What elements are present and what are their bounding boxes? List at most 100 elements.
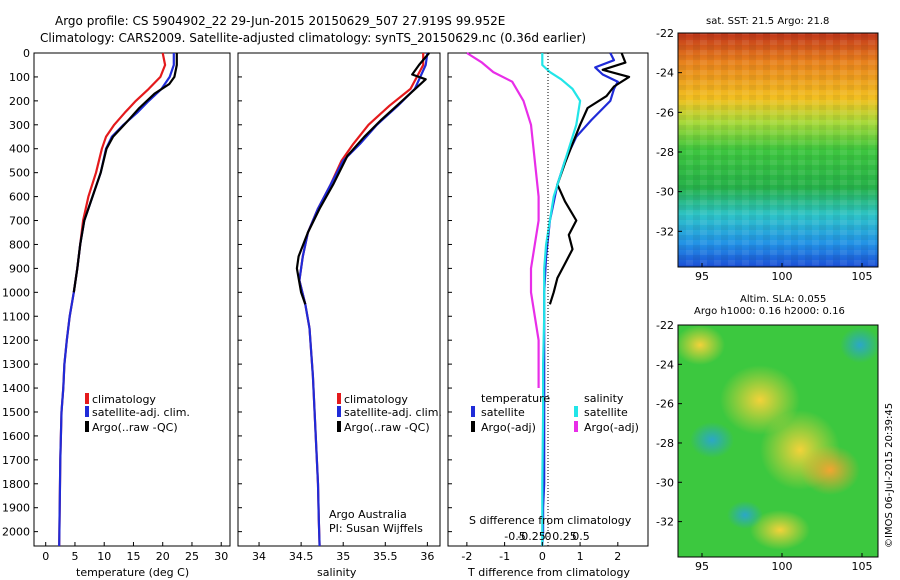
temperature-x-axis: 0 5 10 15 20 25 30 — [42, 542, 228, 563]
salinity-xlabel: salinity — [317, 566, 357, 579]
copyright-stamp: ©IMOS 06-Jul-2015 20:39:45 — [884, 403, 895, 548]
x-tick-label: 20 — [156, 550, 170, 563]
header-line-1: Argo profile: CS 5904902_22 29-Jun-2015 … — [55, 14, 505, 28]
map-y-tick-label: -22 — [656, 319, 674, 332]
difference-x-axis: -2 -1 0 1 2 — [461, 542, 621, 563]
depth-tick-label: 1900 — [2, 502, 30, 515]
temperature-panel-frame — [33, 52, 231, 547]
depth-axis: 0 100 200 300 400 500 600 700 800 900 1000 1100 1200… — [2, 47, 452, 539]
sst-heatmap — [677, 32, 879, 268]
map-x-tick-label: 100 — [772, 270, 793, 283]
x-tick-label: 15 — [126, 550, 140, 563]
depth-tick-label: 800 — [9, 238, 30, 251]
salinity-plot — [295, 52, 430, 547]
legend-label-argo: Argo(..raw -QC) — [92, 421, 178, 434]
series-line-argo-raw-qc- — [72, 53, 178, 293]
temperature-legend: climatology satellite-adj. clim. Argo(..… — [85, 393, 190, 434]
map-y-tick-label: -32 — [656, 225, 674, 238]
map-y-tick-label: -32 — [656, 516, 674, 529]
temperature-plot — [58, 52, 178, 547]
depth-tick-label: 400 — [9, 143, 30, 156]
sst-map-axes: 95 100 105 -22 -24 -26 -28 -30 -32 — [656, 27, 872, 283]
legend-swatch-climatology — [85, 393, 89, 404]
x-tick-label: 35.5 — [373, 550, 398, 563]
sla-map-frame — [677, 324, 879, 558]
legend-swatch-satellite — [337, 406, 341, 417]
difference-xlabel: T difference from climatology — [467, 566, 630, 579]
map-y-tick-label: -26 — [656, 106, 674, 119]
legend-label-t-satellite: satellite — [481, 406, 525, 419]
depth-tick-label: 1100 — [2, 310, 30, 323]
sla-anomaly-low-2 — [840, 327, 880, 363]
depth-tick-label: 700 — [9, 215, 30, 228]
legend-swatch-t-satellite — [471, 406, 475, 417]
sla-map-axes: 95 100 105 -22 -24 -26 -28 -30 -32 — [656, 319, 872, 573]
series-line-argo-raw-qc- — [295, 52, 430, 305]
map-y-tick-label: -24 — [656, 358, 674, 371]
depth-tick-label: 2000 — [2, 526, 30, 539]
depth-tick-label: 100 — [9, 71, 30, 84]
salinity-annotation-line-2: PI: Susan Wijffels — [329, 522, 423, 535]
legend-swatch-s-argo — [574, 421, 578, 432]
legend-label-s-argo: Argo(-adj) — [584, 421, 639, 434]
depth-tick-label: 1300 — [2, 358, 30, 371]
legend-swatch-t-argo — [471, 421, 475, 432]
sla-anomaly-low-1 — [690, 422, 734, 458]
s-diff-tick-label: 0.5 — [572, 530, 590, 543]
salinity-difference-ticks: -0.5-0.250 0.250.5 — [504, 530, 589, 543]
x-tick-label: 1 — [577, 550, 584, 563]
map-y-tick-label: -30 — [656, 186, 674, 199]
legend-label-t-argo: Argo(-adj) — [481, 421, 536, 434]
legend-swatch-satellite — [85, 406, 89, 417]
legend-label-s-satellite: satellite — [584, 406, 628, 419]
sla-anomaly-high-5 — [750, 510, 810, 550]
x-tick-label: 36 — [420, 550, 434, 563]
legend-header-temperature: temperature — [481, 392, 550, 405]
x-tick-label: 10 — [97, 550, 111, 563]
s-diff-tick-label: 0.25 — [552, 530, 577, 543]
depth-tick-label: 200 — [9, 95, 30, 108]
depth-tick-label: 0 — [23, 47, 30, 60]
map-y-tick-label: -28 — [656, 437, 674, 450]
depth-tick-label: 300 — [9, 119, 30, 132]
legend-label-satellite: satellite-adj. clim. — [344, 406, 442, 419]
legend-swatch-argo — [85, 421, 89, 432]
map-x-tick-label: 105 — [852, 560, 873, 573]
legend-label-climatology: climatology — [92, 393, 156, 406]
map-y-tick-label: -30 — [656, 476, 674, 489]
map-y-tick-label: -28 — [656, 146, 674, 159]
sst-map-title: sat. SST: 21.5 Argo: 21.8 — [706, 16, 829, 27]
legend-swatch-s-satellite — [574, 406, 578, 417]
x-tick-label: 34.5 — [289, 550, 314, 563]
s-diff-tick-label: -0.25 — [517, 530, 545, 543]
sla-anomaly-low-3 — [727, 501, 763, 529]
map-x-tick-label: 105 — [852, 270, 873, 283]
s-diff-tick-label: -0.5 — [504, 530, 525, 543]
sla-map-title: Altim. SLA: 0.055 — [740, 294, 826, 305]
difference-legend: temperature salinity satellite Argo(-adj… — [471, 392, 639, 434]
legend-swatch-argo — [337, 421, 341, 432]
legend-label-argo: Argo(..raw -QC) — [344, 421, 430, 434]
series-line-salinity-argo-adj- — [466, 52, 540, 388]
x-tick-label: 0 — [42, 550, 49, 563]
depth-tick-label: 1500 — [2, 406, 30, 419]
sla-map-subtitle: Argo h1000: 0.16 h2000: 0.16 — [694, 306, 845, 317]
difference-plot — [466, 52, 631, 547]
x-tick-label: 34 — [252, 550, 266, 563]
sla-heatmap — [675, 324, 880, 558]
depth-tick-label: 1000 — [2, 286, 30, 299]
salinity-panel-frame — [237, 52, 441, 547]
depth-tick-label: 900 — [9, 262, 30, 275]
depth-tick-label: 600 — [9, 191, 30, 204]
sla-anomaly-high-3 — [800, 445, 860, 495]
map-x-tick-label: 100 — [772, 560, 793, 573]
temperature-xlabel: temperature (deg C) — [76, 566, 189, 579]
map-y-tick-label: -26 — [656, 398, 674, 411]
depth-tick-label: 1200 — [2, 334, 30, 347]
salinity-annotation-line-1: Argo Australia — [329, 508, 407, 521]
salinity-x-axis: 34 34.5 35 35.5 36 — [252, 542, 434, 563]
depth-tick-label: 1600 — [2, 430, 30, 443]
sst-map-texture — [678, 33, 878, 267]
x-tick-label: 30 — [214, 550, 228, 563]
